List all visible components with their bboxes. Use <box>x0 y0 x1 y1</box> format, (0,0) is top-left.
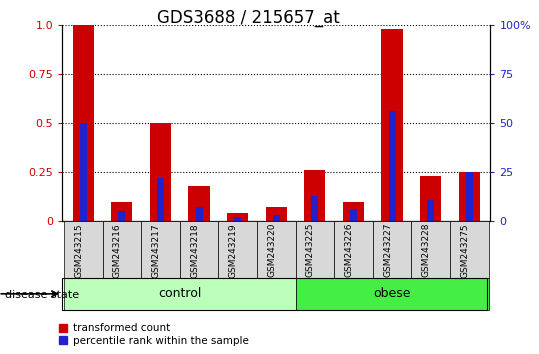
Bar <box>295 221 334 278</box>
Text: GSM243228: GSM243228 <box>421 223 431 278</box>
Bar <box>411 221 450 278</box>
Bar <box>466 172 473 221</box>
Bar <box>389 111 396 221</box>
Bar <box>73 25 94 221</box>
Text: GSM243218: GSM243218 <box>190 223 199 278</box>
Bar <box>80 123 87 221</box>
Bar <box>119 211 125 221</box>
Bar <box>304 170 326 221</box>
Bar <box>373 221 411 278</box>
Bar <box>257 221 295 278</box>
Bar <box>450 221 488 278</box>
Bar <box>234 217 241 221</box>
Text: GSM243215: GSM243215 <box>74 223 83 278</box>
Bar <box>179 221 218 278</box>
Text: GSM243216: GSM243216 <box>113 223 122 278</box>
Bar <box>312 196 319 221</box>
Bar <box>111 202 133 221</box>
Text: GSM243227: GSM243227 <box>383 223 392 278</box>
Text: GSM243275: GSM243275 <box>460 223 469 278</box>
Bar <box>218 221 257 278</box>
Bar <box>334 221 373 278</box>
Text: control: control <box>158 287 202 300</box>
Bar <box>64 221 102 278</box>
Text: GSM243226: GSM243226 <box>344 223 354 278</box>
Text: GSM243219: GSM243219 <box>229 223 238 278</box>
Bar <box>295 278 488 310</box>
Text: obese: obese <box>374 287 411 300</box>
Text: GDS3688 / 215657_at: GDS3688 / 215657_at <box>156 9 340 27</box>
Bar <box>196 207 203 221</box>
Bar <box>427 200 434 221</box>
Bar <box>382 29 403 221</box>
Bar <box>350 210 357 221</box>
Bar <box>157 178 164 221</box>
Text: GSM243217: GSM243217 <box>151 223 161 278</box>
Text: disease state: disease state <box>5 290 80 299</box>
Bar <box>150 123 171 221</box>
Bar <box>266 207 287 221</box>
Legend: transformed count, percentile rank within the sample: transformed count, percentile rank withi… <box>59 323 248 346</box>
Bar <box>420 176 441 221</box>
Bar <box>102 221 141 278</box>
Bar <box>189 186 210 221</box>
Bar <box>273 215 280 221</box>
Bar <box>64 278 295 310</box>
Text: GSM243225: GSM243225 <box>306 223 315 278</box>
Bar <box>227 213 248 221</box>
Bar <box>459 172 480 221</box>
Text: GSM243220: GSM243220 <box>267 223 276 278</box>
Bar <box>141 221 179 278</box>
Bar <box>343 202 364 221</box>
